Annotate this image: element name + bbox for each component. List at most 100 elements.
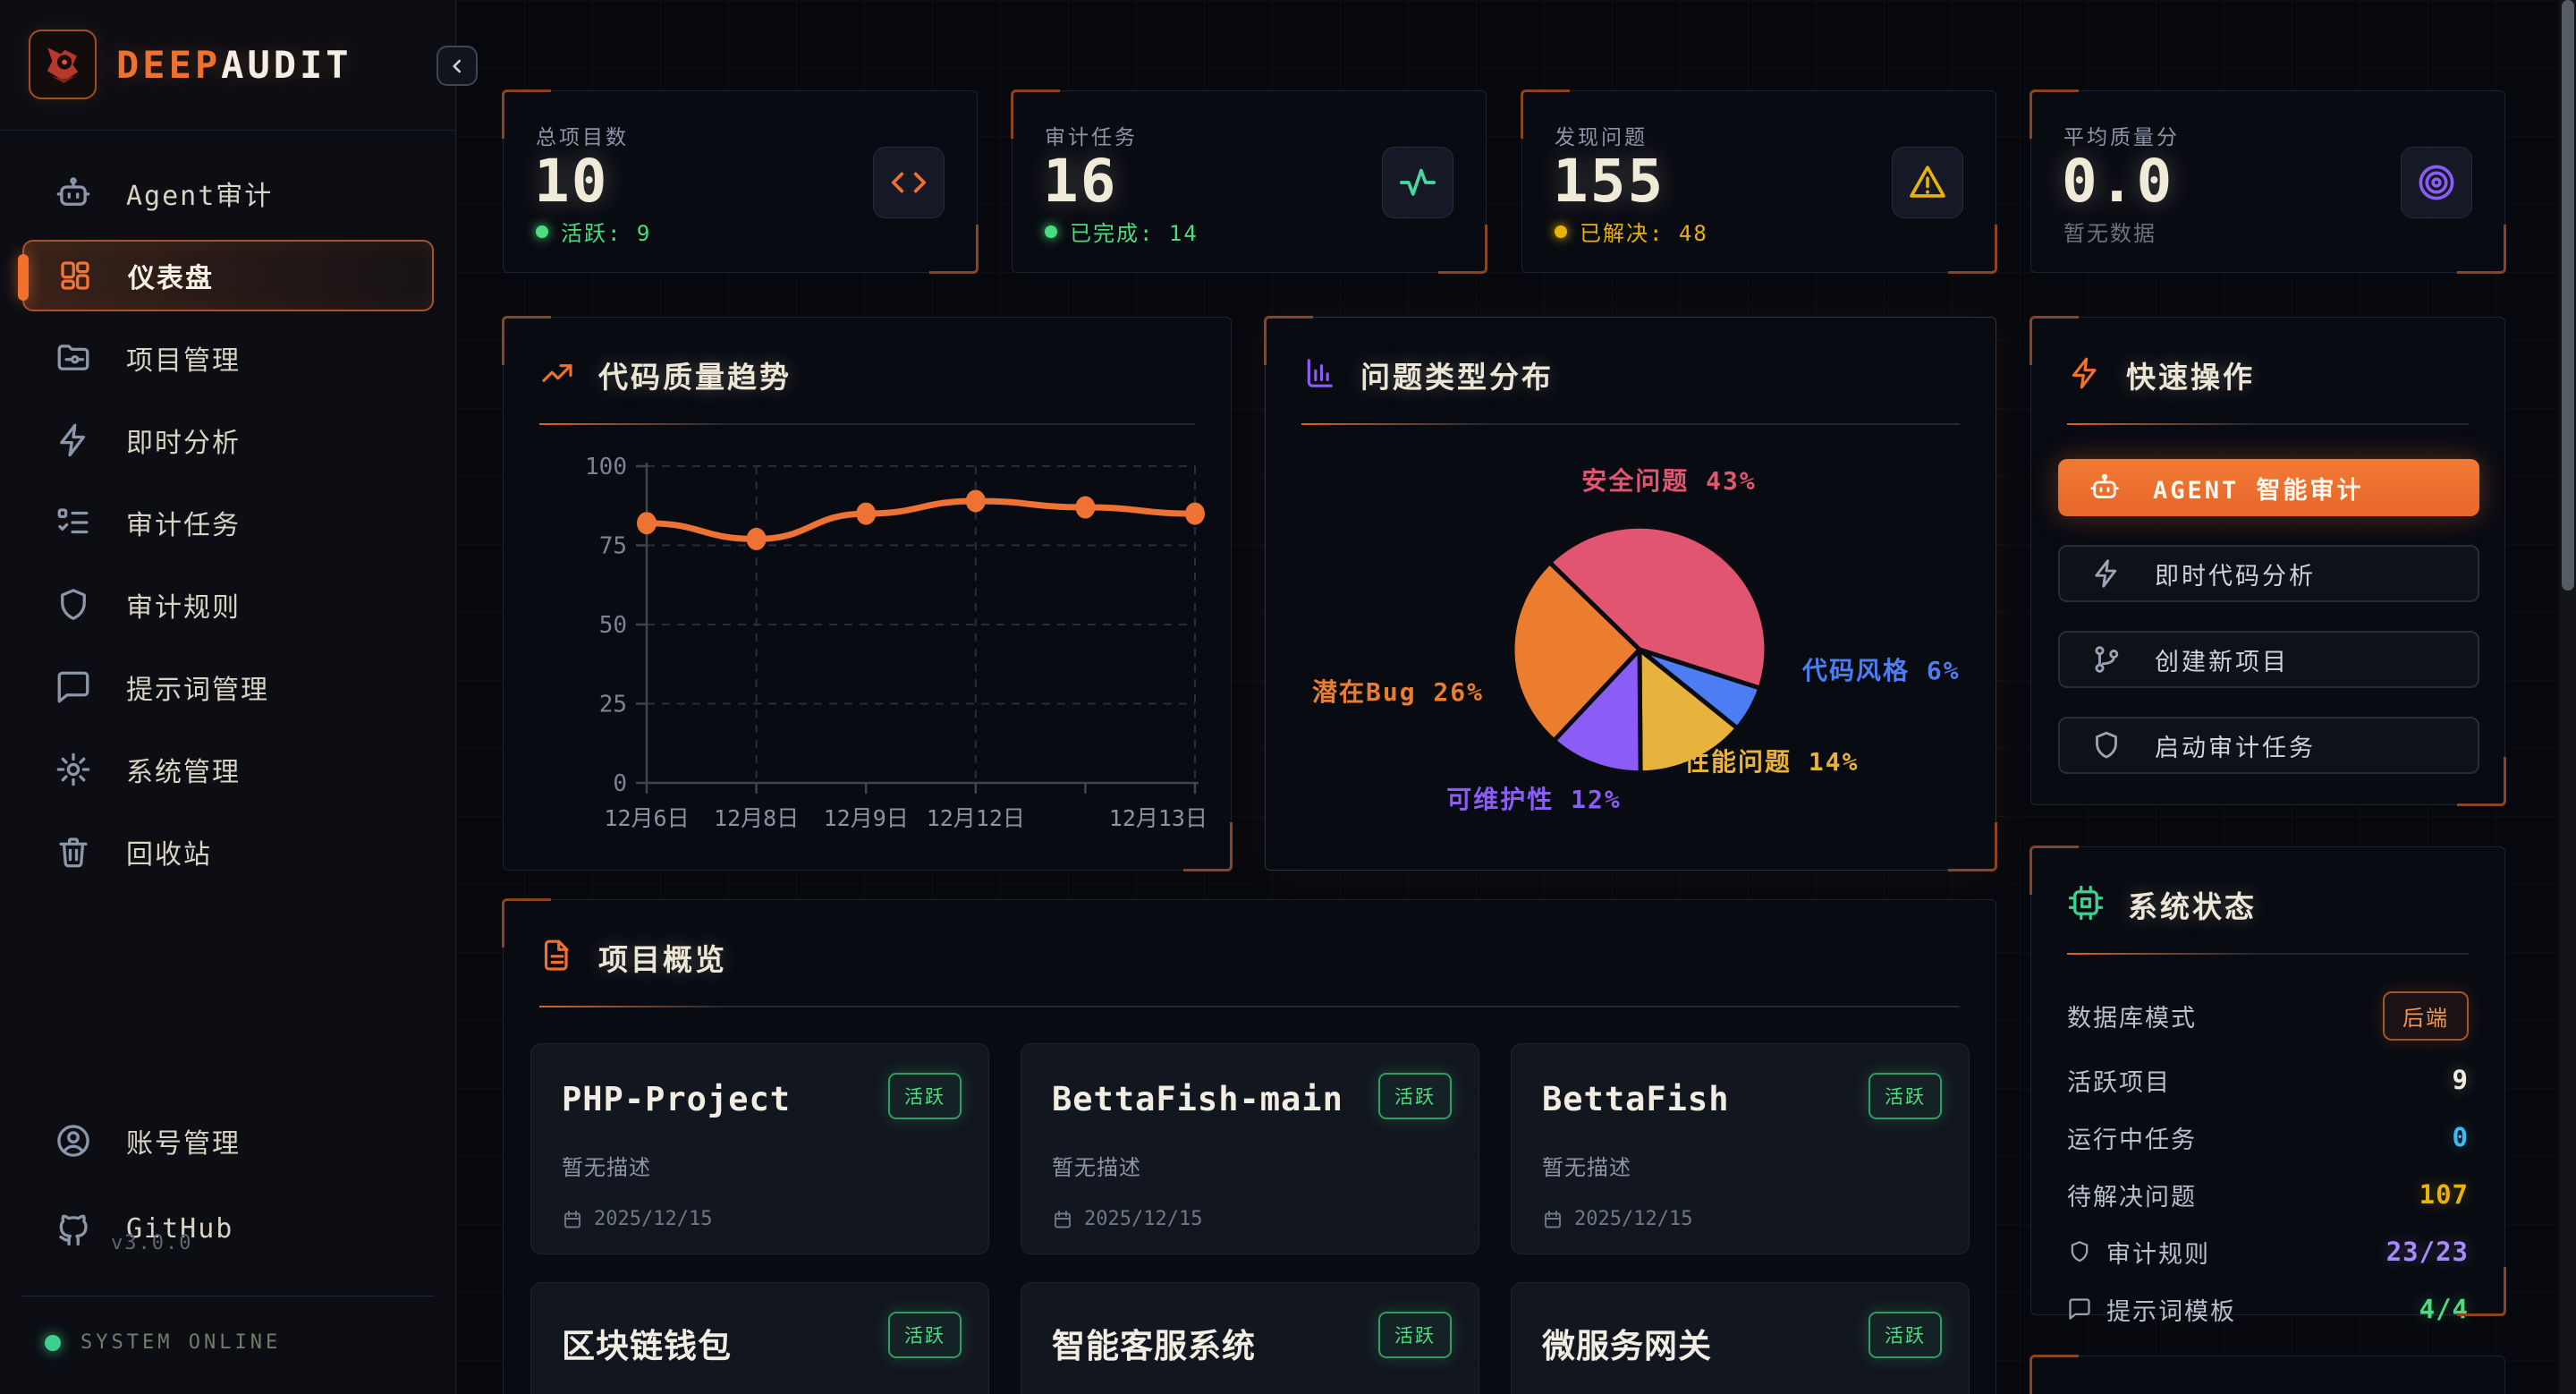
shield-icon — [61, 589, 86, 620]
github-version: v3.0.0 — [111, 1232, 193, 1254]
pie-label-2: 性能问题 14% — [1684, 747, 1859, 777]
sidebar-item-agent-audit[interactable]: Agent审计 — [22, 157, 434, 229]
zap-icon — [2072, 357, 2097, 389]
bar-chart-icon — [1301, 355, 1337, 395]
sidebar-item-label: 即时分析 — [126, 428, 241, 459]
sidebar-item-instant-analysis[interactable]: 即时分析 — [22, 404, 434, 476]
stat-value: 0.0 — [2062, 147, 2174, 216]
stat-value: 16 — [1043, 147, 1118, 216]
sidebar-item-prompt-management[interactable]: 提示词管理 — [22, 651, 434, 723]
sidebar-item-dashboard[interactable]: 仪表盘 — [18, 240, 434, 311]
fox-logo-icon — [47, 47, 79, 83]
github-label: GitHub — [126, 1212, 234, 1245]
trash-icon — [59, 837, 88, 868]
quick-action-1[interactable]: 即时代码分析 — [2058, 545, 2479, 602]
stat-label: 平均质量分 — [2063, 126, 2180, 149]
project-card[interactable]: PHP-Project 活跃 暂无描述 2025/12/15 — [530, 1043, 989, 1254]
bar-chart-icon — [1307, 359, 1333, 387]
project-card[interactable]: 微服务网关 活跃基于 Go 的高性能 API 网关，支持限流、熔断、负载均衡 — [1511, 1282, 1970, 1394]
sidebar-item-github[interactable]: GitHub v3.0.0 — [22, 1186, 434, 1271]
system-row-1: 活跃项目 9 — [2067, 1051, 2469, 1109]
shield-icon — [2067, 1239, 2092, 1264]
brand-deep: DEEP — [116, 43, 222, 87]
stat-sub: 已解决: 48 — [1555, 216, 1708, 247]
sidebar-collapse-button[interactable] — [436, 46, 478, 86]
sidebar-item-project-management[interactable]: 项目管理 — [22, 322, 434, 394]
quick-actions-title: 快速操作 — [2126, 360, 2255, 395]
project-status-badge: 活跃 — [888, 1312, 962, 1358]
shield-icon — [2096, 731, 2117, 759]
pie-slice-0[interactable] — [1547, 523, 1769, 691]
issue-type-pie-chart: 安全问题 43% 代码风格 6% 性能问题 14% 可维护性 12% 潜在Bug 26% — [1312, 466, 1961, 814]
sidebar-item-label: 项目管理 — [126, 345, 241, 377]
pie-slice-2[interactable] — [1637, 647, 1740, 776]
project-status-badge: 活跃 — [888, 1073, 962, 1119]
stat-card-3: 平均质量分 0.0 暂无数据 — [2029, 89, 2506, 274]
project-status-badge: 活跃 — [1378, 1312, 1452, 1358]
project-name: 微服务网关 — [1542, 1327, 1712, 1365]
file-text-icon — [544, 939, 569, 971]
page-scrollbar-track[interactable] — [2559, 0, 2576, 1394]
quick-action-0[interactable]: AGENT 智能审计 — [2058, 459, 2479, 516]
sidebar-item-system-management[interactable]: 系统管理 — [22, 734, 434, 805]
project-description: 多链加密货币钱包，支持 ETH、BTC 等主流币种的存储和管理 — [562, 1389, 962, 1394]
pie-label-1: 代码风格 6% — [1801, 656, 1961, 685]
project-card[interactable]: 智能客服系统 活跃基于 NLP 的智能客服系统，支持多轮对话、常用问题自动应答 — [1021, 1282, 1479, 1394]
system-row-label: 数据库模式 — [2067, 999, 2197, 1033]
project-card[interactable]: 区块链钱包 活跃多链加密货币钱包，支持 ETH、BTC 等主流币种的存储和管理 — [530, 1282, 989, 1394]
sidebar-nav: Agent审计仪表盘项目管理即时分析审计任务审计规则提示词管理系统管理回收站 — [18, 157, 434, 898]
app-logo — [29, 30, 97, 99]
quick-action-2[interactable]: 创建新项目 — [2058, 631, 2479, 688]
issue-type-header: 问题类型分布 — [1301, 353, 1554, 396]
system-row-value: 9 — [2452, 1065, 2469, 1095]
sidebar-item-label: Agent审计 — [126, 181, 274, 212]
calendar-icon — [562, 1209, 583, 1230]
svg-text:100: 100 — [585, 454, 627, 480]
code-icon — [891, 172, 927, 193]
stat-dot — [536, 225, 548, 238]
stat-sub: 已完成: 14 — [1045, 216, 1199, 247]
panel-divider — [539, 423, 1195, 425]
sidebar-item-label: 审计规则 — [126, 592, 241, 624]
sidebar-item-audit-rules[interactable]: 审计规则 — [22, 569, 434, 641]
svg-text:12月6日: 12月6日 — [604, 805, 689, 831]
svg-text:75: 75 — [599, 533, 627, 560]
message-icon — [57, 671, 89, 703]
pie-label-3: 可维护性 12% — [1446, 785, 1621, 814]
quick-action-label: 创建新项目 — [2155, 648, 2289, 676]
online-status-label: SYSTEM ONLINE — [80, 1331, 282, 1354]
system-row-label: 运行中任务 — [2067, 1120, 2197, 1155]
sidebar-item-audit-tasks[interactable]: 审计任务 — [22, 487, 434, 558]
quality-trend-chart: 0 25 50 75 100 12月6日 12月8日 12月9日 12月12日 12月13日 — [585, 454, 1208, 831]
project-card[interactable]: BettaFish-main 活跃 暂无描述 2025/12/15 — [1021, 1043, 1479, 1254]
pie-slice-3[interactable] — [1551, 647, 1643, 776]
stat-value: 155 — [1553, 147, 1665, 216]
quality-trend-header: 代码质量趋势 — [539, 353, 792, 396]
online-status-dot — [45, 1334, 61, 1351]
branch-icon — [2095, 646, 2119, 673]
panel-divider — [2067, 953, 2469, 955]
page-scrollbar-thumb[interactable] — [2562, 0, 2574, 591]
project-card[interactable]: BettaFish 活跃 暂无描述 2025/12/15 — [1511, 1043, 1970, 1254]
gear-icon — [56, 752, 90, 786]
sidebar-item-account[interactable]: 账号管理 — [22, 1105, 434, 1177]
calendar-icon — [564, 1210, 580, 1228]
stat-label: 总项目数 — [536, 126, 629, 149]
system-row-label-text: 运行中任务 — [2067, 1126, 2197, 1154]
quick-action-3[interactable]: 启动审计任务 — [2058, 717, 2479, 774]
system-row-value: 107 — [2419, 1179, 2469, 1210]
sidebar-item-label: 系统管理 — [126, 757, 241, 788]
svg-text:12月12日: 12月12日 — [927, 805, 1025, 831]
system-status-panel: 系统状态 数据库模式 后端 活跃项目 9 运行中任务 0 待解决问题 107 审计规则 23/23… — [2029, 846, 2506, 1326]
sidebar-item-recycle-bin[interactable]: 回收站 — [22, 816, 434, 888]
pie-slice-4[interactable] — [1510, 560, 1642, 744]
project-name: BettaFish-main — [1052, 1080, 1343, 1118]
system-row-5: 提示词模板 4/4 — [2067, 1280, 2469, 1338]
stat-sub-text: 已完成: 14 — [1070, 221, 1199, 246]
bot-icon — [56, 177, 90, 206]
project-description: 暂无描述 — [1052, 1155, 1141, 1180]
svg-text:12月8日: 12月8日 — [714, 805, 799, 831]
file-text-icon — [539, 938, 575, 977]
stat-value: 10 — [534, 147, 609, 216]
project-date-text: 2025/12/15 — [1574, 1208, 1693, 1230]
